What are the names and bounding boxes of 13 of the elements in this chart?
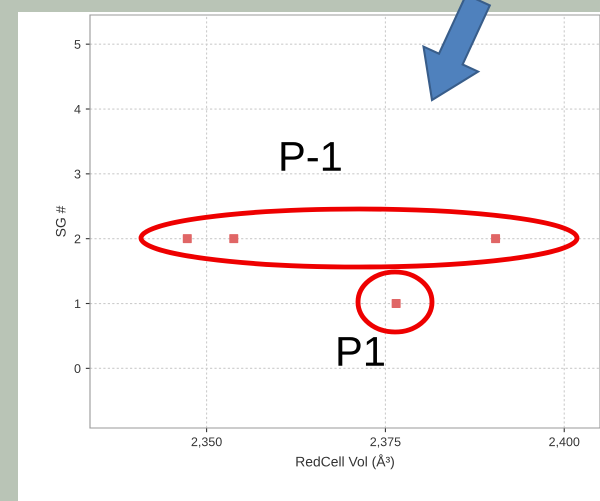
annotation: P-1: [281, 142, 341, 171]
annotation: P1: [338, 337, 384, 366]
y-tick-label: 5: [74, 40, 80, 49]
x-tick-label: 2,350: [192, 437, 222, 448]
y-tick-label: 2: [74, 234, 80, 244]
x-tick-label: 2,375: [370, 437, 401, 448]
x-axis-title: RedCell Vol (Å³): [296, 454, 394, 470]
x-tick-label: 2,400: [549, 437, 580, 448]
y-tick-label: 4: [74, 104, 81, 114]
y-tick-label: 3: [74, 170, 80, 178]
y-tick-label: 1: [74, 299, 80, 308]
y-tick-label: 0: [74, 364, 80, 374]
y-axis-title: SG #: [56, 206, 66, 237]
